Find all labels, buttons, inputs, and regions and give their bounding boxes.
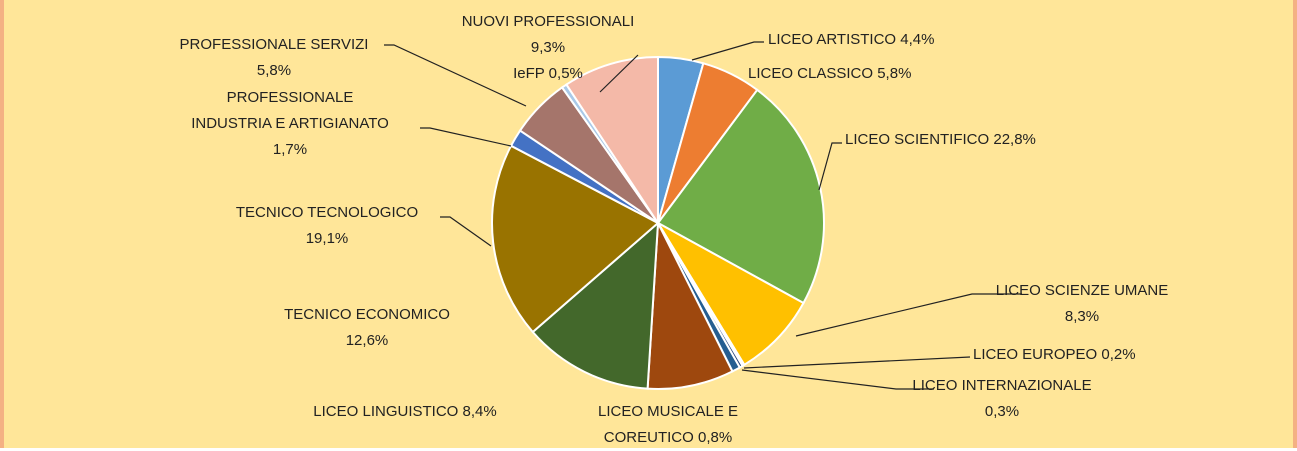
- slice-label: PROFESSIONALE INDUSTRIA E ARTIGIANATO 1,7…: [191, 85, 389, 163]
- pie-slice: [491, 144, 660, 334]
- category-label: LICEO MUSICALE E COREUTICO: [597, 403, 739, 446]
- category-label: PROFESSIONALE INDUSTRIA E ARTIGIANATO: [191, 89, 389, 132]
- leader-line: [599, 54, 639, 93]
- value-label: 12,6%: [345, 332, 389, 349]
- value-label: 4,4%: [900, 31, 935, 48]
- slice-label: LICEO LINGUISTICO 8,4%: [313, 399, 496, 425]
- value-label: 9,3%: [530, 39, 566, 56]
- leader-line: [743, 356, 971, 369]
- value-label: 19,1%: [305, 230, 349, 247]
- category-label: LICEO SCIENTIFICO: [845, 131, 990, 148]
- category-label: LICEO CLASSICO: [748, 65, 874, 82]
- category-label: LICEO INTERNAZIONALE: [912, 377, 1092, 394]
- category-label: TECNICO ECONOMICO: [284, 306, 450, 323]
- leader-line: [440, 216, 492, 247]
- value-label: 5,8%: [877, 65, 912, 82]
- pie-slice: [646, 219, 734, 390]
- leader-lines: [384, 41, 1022, 390]
- value-label: 8,3%: [1064, 308, 1100, 325]
- leader-line: [795, 293, 1022, 337]
- slice-label: PROFESSIONALE SERVIZI 5,8%: [180, 32, 369, 84]
- leader-line: [384, 44, 527, 107]
- leader-line: [741, 369, 934, 390]
- category-label: LICEO ARTISTICO: [768, 31, 897, 48]
- slice-label: NUOVI PROFESSIONALI 9,3% IeFP 0,5%: [462, 9, 635, 87]
- category-label: TECNICO TECNOLOGICO: [235, 204, 419, 221]
- category-label: NUOVI PROFESSIONALI: [461, 13, 635, 30]
- pie-slice: [531, 220, 660, 390]
- pie-slice: [655, 220, 805, 367]
- value-label: 22,8%: [993, 131, 1036, 148]
- slice-label: LICEO CLASSICO 5,8%: [748, 61, 911, 87]
- value-label: 0,5%: [548, 65, 583, 82]
- leader-line: [420, 127, 512, 147]
- value-label: 0,8%: [697, 429, 733, 446]
- slice-label: TECNICO ECONOMICO 12,6%: [284, 302, 450, 354]
- slices: [491, 55, 825, 390]
- value-label: 0,2%: [1101, 346, 1136, 363]
- slice-label: LICEO MUSICALE E COREUTICO 0,8%: [598, 399, 738, 451]
- slice-label: LICEO SCIENTIFICO 22,8%: [845, 127, 1036, 153]
- leader-line: [691, 41, 764, 61]
- category-label: PROFESSIONALE SERVIZI: [179, 36, 369, 53]
- value-label: 8,4%: [462, 403, 497, 420]
- slice-label: TECNICO TECNOLOGICO 19,1%: [236, 200, 418, 252]
- category-label: LICEO SCIENZE UMANE: [995, 282, 1169, 299]
- value-label: 1,7%: [272, 141, 308, 158]
- slice-label: LICEO EUROPEO 0,2%: [973, 342, 1136, 368]
- value-label: 0,3%: [984, 403, 1020, 420]
- slice-label: LICEO SCIENZE UMANE 8,3%: [996, 278, 1169, 330]
- value-label: 5,8%: [256, 62, 292, 79]
- category-label: LICEO LINGUISTICO: [313, 403, 459, 420]
- slice-label: LICEO ARTISTICO 4,4%: [768, 27, 934, 53]
- category-label: IeFP: [513, 65, 545, 82]
- pie-slice: [565, 55, 659, 227]
- pie-chart: [384, 41, 1022, 390]
- slice-label: LICEO INTERNAZIONALE 0,3%: [912, 373, 1091, 425]
- category-label: LICEO EUROPEO: [973, 346, 1098, 363]
- leader-line: [818, 142, 842, 191]
